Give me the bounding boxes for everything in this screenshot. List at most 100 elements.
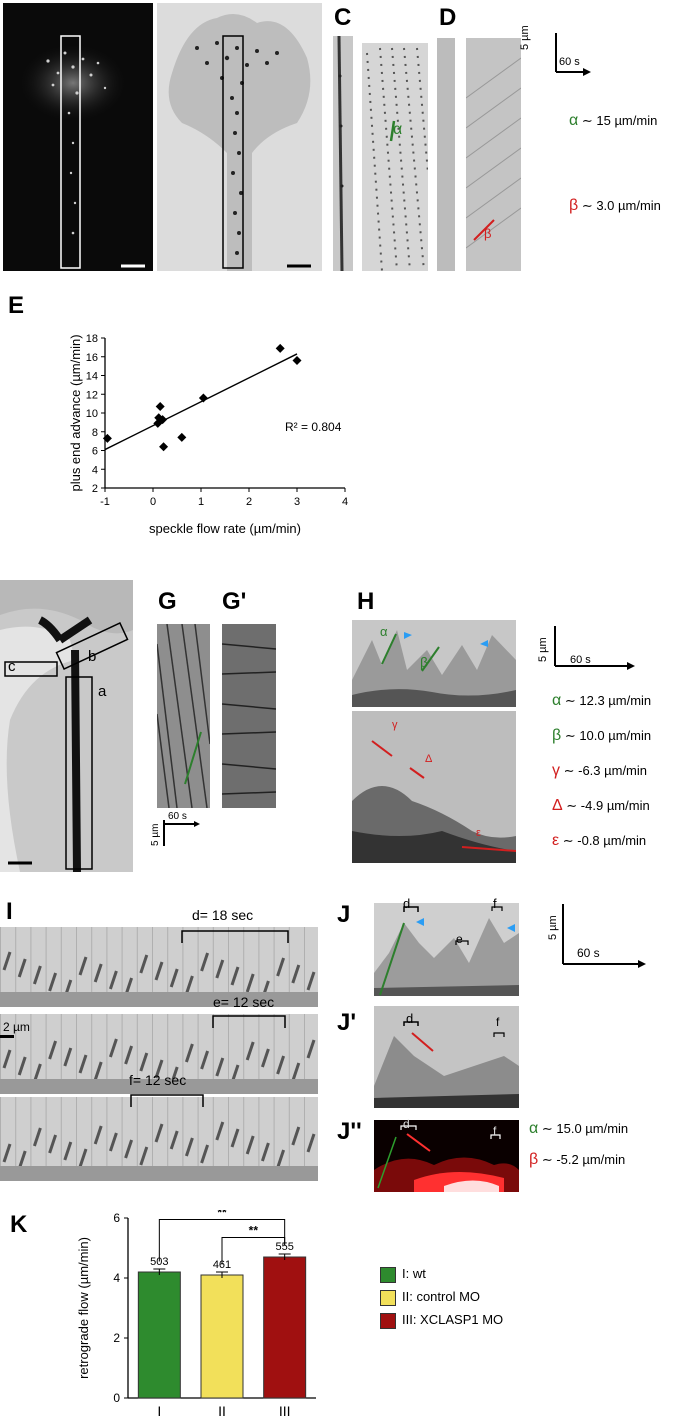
panel-label-jdoubleprime: J'' [337,1118,362,1145]
jprime-label-f: f [496,1015,500,1029]
panel-label-c: C [334,4,352,31]
i-montage-comet [306,1133,316,1153]
scatter-point [198,393,208,403]
i-montage-comet [63,1047,73,1067]
i-montage-frame-edge [91,1014,93,1094]
h-scale-bar [554,626,635,670]
i-montage-comet [260,1142,270,1162]
scatter-y-label: plus end advance (µm/min) [68,334,83,491]
scatter-y-tick-label: 14 [86,371,98,383]
i-montage-comet [154,1059,164,1079]
h-rate-symbol: Δ [552,797,563,814]
scatter-x-tick-label: 3 [294,496,300,508]
panel-gprime-kymo-drawing [222,643,276,795]
i-montage-frame-edge [228,1014,229,1094]
i-montage-comet [291,1126,301,1146]
i-montage-frame-edge [91,927,93,1007]
i-montage-frame-edge [197,1097,199,1181]
panel-gprime-kymograph [222,624,276,808]
panel-c-kymo-drawing [366,47,428,271]
i-montage-frame-edge [45,1014,47,1094]
i-montage-comet [245,1135,255,1155]
i-montage-comet [230,1128,240,1148]
panel-a-fluorescence-image [3,3,153,271]
i-montage-frame-edge [167,1014,169,1094]
scatter-y-tick-label: 2 [92,483,98,495]
i-montage-comet [245,973,255,993]
i-montage-frame-edge [182,927,184,1007]
i-montage-frame-edge [212,927,214,1007]
h-rate-item: γ ∼ -6.3 µm/min [552,762,647,780]
panel-label-i: I [6,898,13,925]
i-montage-frame-edge [0,1097,1,1181]
top-scale-bar [555,33,591,76]
g-scale-length: 5 µm [150,823,161,846]
i-bracket-d [181,930,289,943]
i-montage-frame-edge [212,1014,214,1094]
hprime-label-delta: Δ [425,753,433,765]
scatter-x-tick-label: 2 [246,496,252,508]
scatter-y-tick-label: 8 [92,427,98,439]
h-rate-item: α ∼ 12.3 µm/min [552,692,651,710]
i-montage-frame-edge [106,927,108,1007]
h-rate-symbol: ε [552,832,560,849]
panel-d-narrow-strip [437,38,455,271]
i-montage-frame-edge [106,1014,108,1094]
i-montage-frame-edge [167,927,169,1007]
f-label-a: a [98,683,107,700]
h-rate-value: ∼ -6.3 µm/min [560,763,648,778]
i-montage-comet [78,956,88,976]
scatter-y-tick-label: 6 [92,446,98,458]
i-montage-frame-edge [288,1097,290,1181]
panel-label-h: H [357,588,375,615]
j-rate-symbol: α [529,1120,539,1137]
h-rate-symbol: γ [552,762,560,779]
i-montage-comet [108,1132,118,1152]
j-label-e: e [456,932,463,946]
scatter-point [158,415,168,425]
i-montage-comet [32,1127,42,1147]
i-montage-frame-edge [258,1097,260,1181]
i-montage-comet [154,961,164,981]
panel-hprime-kymograph [352,711,516,863]
h-rate-value: ∼ 10.0 µm/min [561,728,652,743]
bar-y-tick-label: 6 [113,1211,120,1225]
hprime-label-epsilon: ε [476,827,481,839]
i-montage-base [0,1079,318,1094]
bar-n-label: 555 [275,1241,293,1253]
legend-label: I: wt [402,1266,426,1281]
i-montage-frame-edge [60,1014,62,1094]
i-montage-frame-edge [45,927,47,1007]
i-montage-comet [230,966,240,986]
h-rate-value: ∼ -4.9 µm/min [562,798,650,813]
scatter-y-tick-label: 12 [86,389,98,401]
bar-significance-bracket [158,1219,286,1262]
i-montage-base [0,992,318,1007]
panel-c-strip-drawing [337,36,344,271]
i-montage-comet [276,957,286,977]
i-montage-frame-edge [91,1097,93,1181]
panel-jdoubleprime-drawing [374,1125,519,1192]
jprime-label-d: d [406,1011,414,1026]
g-scale-bar [163,820,200,846]
panel-label-g: G [158,588,177,615]
i-montage-frame-edge [258,927,260,1007]
i-montage-comet [2,1143,12,1163]
i-montage-comet [169,1130,179,1150]
h-label-alpha: α [380,624,388,639]
panel-jprime-kymo-drawing [374,1021,519,1108]
panel-j-kymo-drawing [374,906,519,996]
i-montage-comet [124,1139,134,1159]
panel-j-kymograph [374,903,519,996]
panel-a-drawing [18,35,145,269]
i-montage-frame-edge [45,1097,47,1181]
i-montage-frame-edge [15,1097,17,1181]
panel-h-kymograph [352,620,516,707]
scatter-fit-line [104,353,298,451]
scatter-x-tick-label: 1 [198,496,204,508]
i-montage-frame-edge [182,1097,184,1181]
i-montage-comet [108,970,118,990]
panel-i-montage-drawing [0,927,318,1181]
i-montage-frame-edge [273,927,275,1007]
